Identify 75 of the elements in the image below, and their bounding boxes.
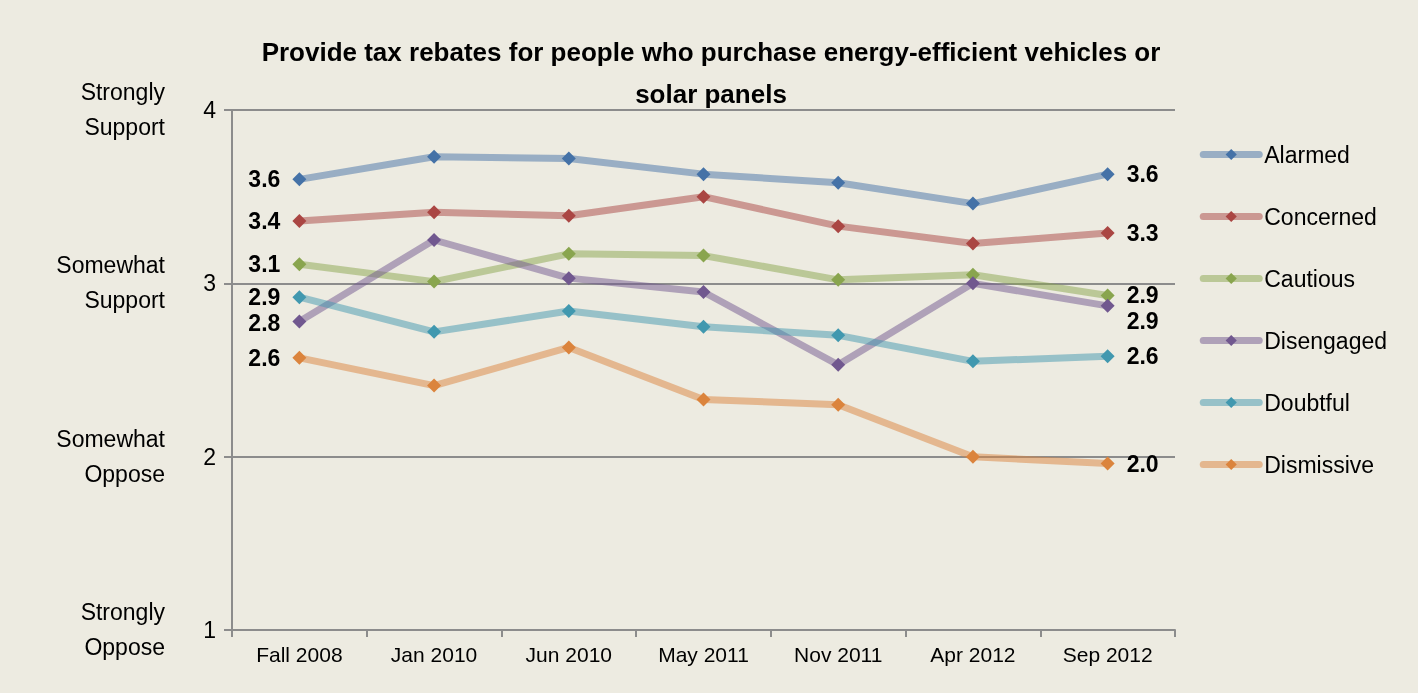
text: Somewhat Support [55, 251, 165, 316]
point [831, 175, 846, 190]
text: Somewhat Oppose [55, 424, 165, 489]
legend-label: Alarmed [1264, 141, 1350, 168]
point [696, 248, 711, 263]
point [292, 213, 307, 228]
point [831, 219, 846, 234]
data-label: 2.8 [248, 310, 281, 337]
point [292, 290, 307, 305]
point [427, 149, 442, 164]
point [292, 172, 307, 187]
point [831, 272, 846, 287]
y-tick-label: 1 [203, 617, 216, 643]
point [1100, 226, 1115, 241]
point [1100, 167, 1115, 182]
point [292, 257, 307, 272]
data-label: 2.9 [248, 284, 281, 311]
x-tick-label: Jun 2010 [525, 643, 612, 666]
data-label: 3.6 [248, 166, 281, 193]
y-tick-label: 2 [203, 443, 216, 470]
data-label: 3.4 [248, 207, 281, 234]
x-tick-label: Fall 2008 [256, 643, 343, 666]
text: Strongly Support [79, 78, 165, 142]
x-tick-label: Apr 2012 [930, 643, 1016, 666]
legend-label: Disengaged [1264, 327, 1388, 354]
data-label: 2.6 [1126, 343, 1159, 370]
point [1100, 288, 1115, 303]
x-tick-label: Jan 2010 [390, 643, 478, 666]
x-tick-label: Nov 2011 [794, 643, 883, 666]
data-label: 2.9 [1126, 282, 1159, 309]
text: Strongly Oppose [79, 598, 165, 662]
point [831, 357, 846, 372]
point [292, 314, 307, 329]
data-label: 3.6 [1126, 161, 1159, 188]
data-label: 3.1 [248, 251, 281, 278]
point [696, 392, 711, 407]
point [965, 354, 980, 369]
chart-title: Provide tax rebates for people who purchase energy-efficient vehicles or solar panels [260, 36, 1162, 111]
point [1100, 456, 1115, 471]
point [1100, 349, 1115, 364]
point [561, 340, 576, 355]
point [696, 167, 711, 182]
point [965, 449, 980, 464]
point [561, 246, 576, 261]
x-tick-label: Sep 2012 [1062, 643, 1153, 666]
point [427, 324, 442, 339]
point [561, 208, 576, 223]
point [427, 205, 442, 220]
point [1100, 298, 1115, 313]
data-label: 2.9 [1126, 308, 1159, 335]
point [561, 151, 576, 166]
point [561, 271, 576, 286]
point [427, 378, 442, 393]
data-label: 2.0 [1126, 450, 1159, 477]
point [292, 350, 307, 365]
legend-label: Dismissive [1264, 451, 1375, 478]
legend-label: Doubtful [1264, 389, 1350, 416]
y-tick-label: 3 [203, 270, 216, 297]
point [427, 233, 442, 247]
point [965, 196, 980, 211]
point [831, 328, 846, 343]
data-label: 2.6 [248, 344, 281, 371]
x-tick-label: May 2011 [658, 643, 749, 666]
point [696, 189, 711, 204]
legend-label: Concerned [1264, 203, 1377, 230]
data-label: 3.3 [1126, 220, 1159, 247]
point [427, 274, 442, 289]
point [696, 319, 711, 334]
y-tick-label: 4 [203, 97, 217, 123]
point [696, 285, 711, 299]
point [831, 397, 846, 412]
point [965, 236, 980, 251]
point [561, 304, 576, 319]
legend-label: Cautious [1264, 265, 1356, 292]
point [965, 276, 980, 291]
